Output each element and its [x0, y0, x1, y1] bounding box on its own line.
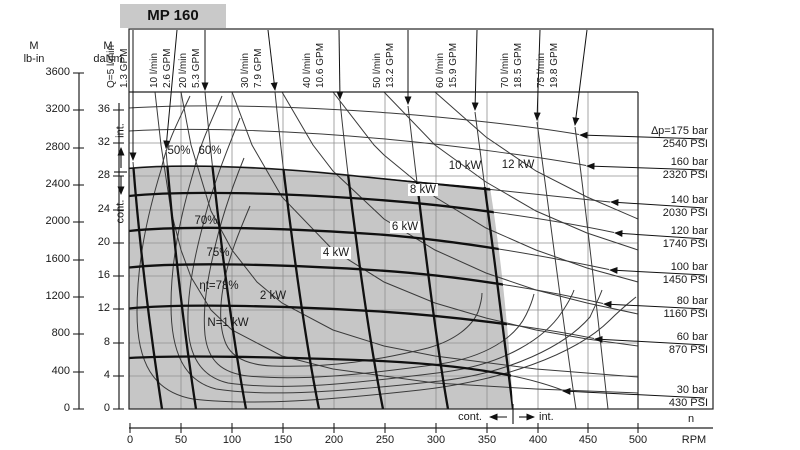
- page-title: MP 160: [120, 4, 226, 28]
- axis-ticks: [73, 72, 639, 433]
- zone-label-cont-axis: cont.: [114, 199, 127, 224]
- power-label-2kw: 2 kW: [259, 290, 287, 302]
- power-curve-2kw: [180, 92, 638, 378]
- lbin-tick: 400: [51, 365, 70, 377]
- danm-tick: 32: [97, 136, 110, 148]
- rpm-tick: 50: [174, 434, 188, 446]
- flow-curve-70lmin: [536, 121, 577, 409]
- pressure-curve-160bar: [129, 128, 587, 166]
- flow-label-20lmin: 20 l/min 5.3 GPM: [178, 48, 202, 88]
- power-label-6kw: 6 kW: [389, 221, 421, 233]
- speed-symbol-label: n: [687, 413, 695, 425]
- flow-label-10lmin: 10 l/min 2.6 GPM: [149, 48, 173, 88]
- rpm-tick: 400: [528, 434, 548, 446]
- curves-thick: [129, 165, 513, 409]
- danm-tick: 12: [97, 302, 110, 314]
- lbin-axis-header: M lb-in: [8, 40, 60, 66]
- danm-tick: 36: [97, 103, 110, 115]
- rpm-tick: 250: [375, 434, 395, 446]
- lbin-tick: 3600: [45, 66, 70, 78]
- danm-tick: 8: [103, 336, 110, 348]
- pressure-label-80bar: 80 bar 1160 PSI: [663, 295, 708, 320]
- rpm-tick: 450: [578, 434, 598, 446]
- lbin-tick: 1600: [45, 253, 70, 265]
- pressure-label-arrows: [562, 131, 706, 399]
- lbin-tick: 2400: [45, 178, 70, 190]
- danm-axis-symbol: M: [103, 40, 113, 52]
- power-label-8kw: 8 kW: [407, 184, 439, 196]
- efficiency-label-60: 60%: [198, 145, 222, 157]
- danm-axis-header: M daNm: [84, 40, 132, 66]
- rpm-tick: 150: [273, 434, 293, 446]
- lbin-axis-symbol: M: [29, 40, 39, 52]
- rpm-tick: 300: [426, 434, 446, 446]
- zone-label-int-axis: int.: [114, 123, 127, 138]
- lbin-tick: 2800: [45, 141, 70, 153]
- flow-label-30lmin: 30 l/min 7.9 GPM: [240, 48, 264, 88]
- flow-label-75lmin: 75 l/min 19.8 GPM: [536, 42, 560, 88]
- rpm-unit-label: RPM: [681, 434, 707, 446]
- power-label-10kw: 10 kW: [448, 160, 482, 172]
- flow-label-40lmin: 40 l/min 10.6 GPM: [302, 42, 326, 88]
- rpm-tick: 200: [324, 434, 344, 446]
- efficiency-label-50: 50%: [167, 145, 191, 157]
- danm-tick: 20: [97, 236, 110, 248]
- danm-tick: 24: [97, 203, 110, 215]
- danm-axis-unit: daNm: [93, 53, 123, 65]
- zone-label-cont-bottom: cont.: [458, 411, 482, 423]
- flow-label-70lmin: 70 l/min 18.5 GPM: [500, 42, 524, 88]
- power-label-4kw: 4 kW: [320, 247, 352, 259]
- efficiency-label-78: ηt=78%: [199, 280, 239, 292]
- efficiency-contour-70: [187, 117, 575, 387]
- lbin-tick: 3200: [45, 103, 70, 115]
- pressure-label-30bar: 30 bar 430 PSI: [668, 384, 708, 409]
- danm-tick: 16: [97, 269, 110, 281]
- flow-label-5lmin: Q=5 l/min 1.3 GPM: [106, 44, 130, 88]
- pressure-label-160bar: 160 bar 2320 PSI: [662, 156, 708, 181]
- power-curve-8kw: [332, 92, 638, 283]
- rpm-tick: 100: [222, 434, 242, 446]
- power-label-12kw: 12 kW: [501, 159, 535, 171]
- efficiency-contour-75: [203, 157, 535, 379]
- zone-label-int-bottom: int.: [539, 411, 554, 423]
- int-cont-axis-markers: [114, 147, 127, 195]
- pressure-label-175bar: ∆p=175 bar 2540 PSI: [651, 125, 708, 150]
- int-cont-bottom-markers: [489, 404, 535, 424]
- power-curve-12kw: [434, 92, 638, 220]
- flow-label-50lmin: 50 l/min 13.2 GPM: [372, 42, 396, 88]
- danm-tick: 0: [103, 402, 110, 414]
- efficiency-label-70: 70%: [194, 215, 218, 227]
- efficiency-contour-78: [220, 205, 483, 367]
- power-curve-10kw: [383, 92, 638, 251]
- rpm-tick: 350: [477, 434, 497, 446]
- rpm-tick: 0: [126, 434, 134, 446]
- rpm-tick: 500: [628, 434, 648, 446]
- outer-frame: [128, 28, 714, 410]
- pressure-label-100bar: 100 bar 1450 PSI: [662, 261, 708, 286]
- efficiency-label-75: 75%: [206, 247, 230, 259]
- lbin-tick: 800: [51, 327, 70, 339]
- lbin-tick: 1200: [45, 290, 70, 302]
- danm-tick: 28: [97, 169, 110, 181]
- pressure-label-60bar: 60 bar 870 PSI: [668, 331, 708, 356]
- power-label-1kw: N=1 kW: [207, 317, 249, 329]
- efficiency-contour-60: [170, 95, 603, 394]
- pressure-label-140bar: 140 bar 2030 PSI: [662, 194, 708, 219]
- lbin-tick: 0: [63, 402, 70, 414]
- pressure-curve-175bar: [129, 105, 580, 135]
- danm-tick: 4: [103, 369, 110, 381]
- flow-curve-75lmin: [574, 126, 609, 409]
- flow-label-60lmin: 60 l/min 15.9 GPM: [435, 42, 459, 88]
- flow-leader-arrows: [129, 29, 588, 161]
- lbin-tick: 2000: [45, 215, 70, 227]
- lbin-axis-unit: lb-in: [23, 53, 45, 65]
- power-curve-4kw: [231, 92, 638, 347]
- pressure-label-120bar: 120 bar 1740 PSI: [662, 225, 708, 250]
